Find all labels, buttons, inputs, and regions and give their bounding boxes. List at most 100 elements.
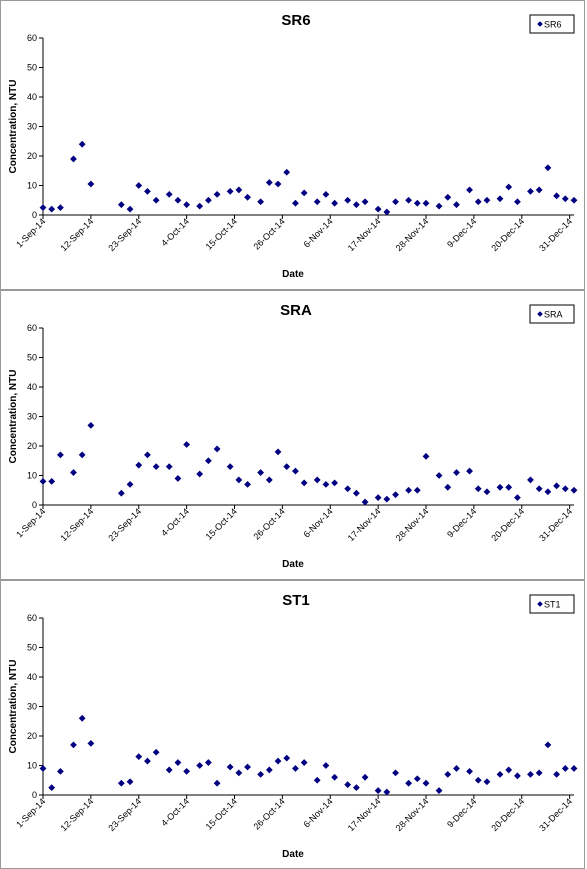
x-tick-label: 1-Sep-14	[14, 796, 47, 829]
data-point-sr6	[144, 188, 151, 195]
data-point-st1	[344, 781, 352, 789]
data-point-sra	[496, 483, 504, 491]
legend-marker-icon	[537, 311, 543, 317]
data-point-sra	[144, 451, 151, 459]
x-tick-label: 4-Oct-14	[159, 506, 191, 538]
data-point-sra	[152, 463, 160, 471]
data-point-sr6	[422, 199, 430, 207]
data-point-st1	[265, 766, 273, 774]
data-point-sr6	[204, 196, 212, 204]
data-point-sra	[331, 479, 339, 487]
data-point-sra	[383, 495, 391, 503]
data-point-sra	[561, 485, 569, 493]
y-tick-label: 40	[27, 672, 37, 682]
data-point-st1	[144, 757, 151, 765]
x-tick-label: 9-Dec-14	[445, 506, 478, 539]
x-tick-label: 23-Sep-14	[106, 506, 143, 543]
data-point-sra	[235, 476, 243, 484]
data-point-st1	[244, 763, 251, 771]
data-point-sr6	[265, 179, 273, 186]
data-point-sr6	[87, 180, 95, 188]
y-tick-label: 50	[27, 63, 37, 73]
y-tick-label: 30	[27, 702, 37, 712]
chart-panel-sr6: SR6 Concentration, NTU Date 0 10 20 30 40 50 60 1-…	[0, 0, 585, 290]
x-tick-label: 17-Nov-14	[346, 506, 383, 543]
x-axis-label: Date	[282, 849, 304, 860]
data-point-sra	[392, 491, 399, 499]
data-point-sr6	[117, 201, 125, 209]
x-tick-label: 20-Dec-14	[489, 216, 526, 253]
data-point-st1	[505, 766, 513, 774]
data-point-sra	[361, 498, 369, 506]
data-point-st1	[126, 778, 134, 786]
y-tick-label: 60	[27, 33, 37, 43]
y-tick-label: 60	[27, 613, 37, 623]
data-point-sra	[204, 457, 212, 465]
x-tick-label: 15-Oct-14	[204, 216, 239, 251]
y-tick-label: 10	[27, 761, 37, 771]
data-point-sr6	[474, 198, 482, 206]
data-point-sra	[70, 469, 77, 476]
data-point-sr6	[361, 198, 369, 206]
data-point-st1	[257, 770, 265, 778]
data-point-sra	[570, 486, 578, 494]
data-point-sra	[553, 482, 560, 490]
data-point-st1	[87, 739, 95, 747]
data-point-st1	[196, 762, 204, 769]
data-point-sra	[466, 467, 473, 475]
x-tick-label: 17-Nov-14	[346, 216, 383, 253]
y-tick-label: 0	[32, 790, 37, 800]
data-point-sr6	[283, 168, 291, 176]
legend-box	[529, 594, 575, 614]
data-point-st1	[496, 770, 504, 778]
data-point-sr6	[39, 204, 47, 212]
y-axis-label: Concentration, NTU	[8, 660, 19, 754]
data-point-st1	[39, 765, 47, 772]
data-point-st1	[361, 773, 369, 781]
legend: SR6	[529, 14, 575, 34]
legend-label: SRA	[544, 310, 563, 320]
legend-box	[529, 304, 575, 324]
y-tick-label: 40	[27, 382, 37, 392]
data-point-sr6	[413, 199, 421, 207]
data-point-st1	[374, 787, 382, 794]
data-point-sra	[165, 463, 173, 471]
chart-svg-st1: ST1 Concentration, NTU Date 0 10 20 30 40 50 60 1-…	[8, 592, 578, 860]
data-point-sr6	[196, 202, 204, 210]
chart-title: SRA	[280, 302, 312, 319]
chart-panel-st1: ST1 Concentration, NTU Date 0 10 20 30 40 50 60 1-…	[0, 580, 585, 869]
x-tick-label: 6-Nov-14	[301, 796, 334, 829]
data-point-st1	[274, 757, 282, 765]
chart-title: ST1	[282, 592, 310, 609]
x-axis-label: Date	[282, 269, 304, 280]
legend-marker-icon	[537, 21, 543, 27]
data-point-sra	[413, 486, 421, 494]
y-axis-label: Concentration, NTU	[8, 370, 19, 464]
x-tick-label: 31-Dec-14	[537, 796, 574, 833]
data-point-st1	[78, 714, 86, 722]
x-tick-label: 9-Dec-14	[445, 796, 478, 829]
y-tick-label: 20	[27, 731, 37, 741]
data-point-sra	[265, 476, 273, 484]
x-tick-label: 20-Dec-14	[489, 796, 526, 833]
y-tick-label: 0	[32, 210, 37, 220]
data-point-st1	[165, 766, 173, 774]
legend-box	[529, 14, 575, 34]
chart-title: SR6	[281, 12, 310, 29]
data-point-st1	[413, 775, 421, 783]
data-point-st1	[152, 748, 160, 756]
data-point-sr6	[174, 196, 182, 204]
data-point-st1	[422, 779, 430, 787]
data-point-sr6	[352, 201, 360, 209]
x-tick-label: 23-Sep-14	[106, 216, 143, 253]
x-tick-label: 15-Oct-14	[204, 506, 239, 541]
legend-label: ST1	[544, 600, 561, 610]
chart-panel-sra: SRA Concentration, NTU Date 0 10 20 30 40 50 60 1-…	[0, 290, 585, 580]
legend-marker-icon	[537, 601, 543, 607]
x-tick-label: 4-Oct-14	[159, 796, 191, 828]
x-tick-label: 1-Sep-14	[14, 506, 47, 539]
data-point-sr6	[544, 164, 552, 172]
data-point-st1	[483, 778, 491, 786]
data-point-st1	[466, 768, 473, 775]
data-point-st1	[48, 784, 56, 792]
